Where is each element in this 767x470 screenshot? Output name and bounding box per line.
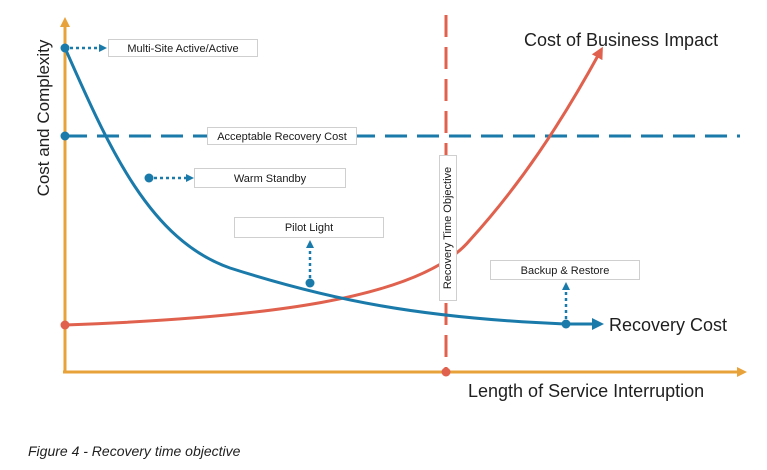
warm-standby-label: Warm Standby xyxy=(194,168,346,188)
rto-label: Recovery Time Objective xyxy=(442,166,454,290)
acceptable-cost-label: Acceptable Recovery Cost xyxy=(207,127,357,145)
backup-restore-label: Backup & Restore xyxy=(490,260,640,280)
backup-restore-dot xyxy=(561,319,571,329)
warm-standby-dot xyxy=(144,173,154,183)
x-axis-label: Length of Service Interruption xyxy=(468,381,705,401)
recovery-cost-label: Recovery Cost xyxy=(609,315,728,335)
y-axis-label: Cost and Complexity xyxy=(34,39,53,197)
business-impact-start-dot xyxy=(60,320,70,330)
business-impact-curve xyxy=(64,46,603,327)
acceptable-cost-dot xyxy=(60,131,70,141)
pilot-light-dot xyxy=(305,278,315,288)
pilot-light-label: Pilot Light xyxy=(234,217,384,238)
rto-label-box: Recovery Time Objective xyxy=(439,155,457,301)
rto-axis-dot xyxy=(441,367,451,377)
recovery-cost-curve xyxy=(63,47,604,330)
business-impact-label: Cost of Business Impact xyxy=(524,30,719,50)
figure-caption: Figure 4 - Recovery time objective xyxy=(28,443,241,459)
multi-site-dot xyxy=(60,43,70,53)
multi-site-label: Multi-Site Active/Active xyxy=(108,39,258,57)
